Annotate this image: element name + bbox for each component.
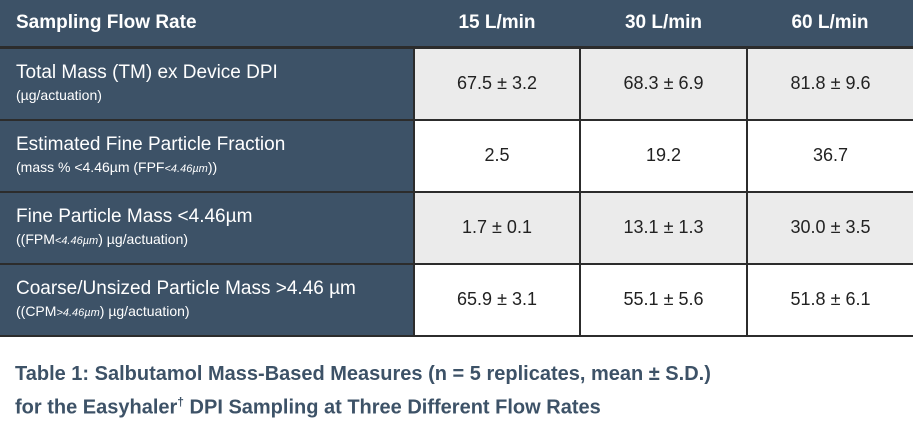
row-subtitle-start: (mass % <4.46µm (FPF — [16, 158, 165, 175]
value-cell: 30.0 ± 3.5 — [746, 191, 913, 265]
value-cell: 65.9 ± 3.1 — [413, 263, 580, 337]
table-row: Estimated Fine Particle Fraction (mass %… — [0, 119, 913, 193]
value-cell: 36.7 — [746, 119, 913, 193]
row-label: Coarse/Unsized Particle Mass >4.46 µm ((… — [0, 263, 414, 337]
row-subtitle-end: ) µg/actuation) — [98, 230, 189, 247]
header-row: Sampling Flow Rate 15 L/min 30 L/min 60 … — [0, 0, 913, 49]
table-row: Total Mass (TM) ex Device DPI (µg/actuat… — [0, 47, 913, 121]
row-title: Fine Particle Mass <4.46µm — [16, 205, 253, 227]
row-subtitle-start: ((FPM — [16, 230, 55, 247]
dagger-mark: † — [177, 395, 184, 409]
row-label: Total Mass (TM) ex Device DPI (µg/actuat… — [0, 47, 414, 121]
results-table: Sampling Flow Rate 15 L/min 30 L/min 60 … — [0, 0, 913, 337]
header-label: Sampling Flow Rate — [0, 0, 414, 49]
row-subtitle-end: ) µg/actuation) — [99, 302, 190, 319]
table-row: Fine Particle Mass <4.46µm ((FPM<4.46µm)… — [0, 191, 913, 265]
value-cell: 67.5 ± 3.2 — [413, 47, 580, 121]
value-cell: 13.1 ± 1.3 — [579, 191, 747, 265]
header-30-lpm: 30 L/min — [580, 0, 747, 49]
row-subtitle: ((FPM<4.46µm) µg/actuation) — [16, 229, 413, 251]
row-subtitle-subscript: >4.46µm — [56, 306, 100, 319]
row-subtitle-subscript: <4.46µm — [164, 162, 208, 175]
caption-line-2-start: for the Easyhaler — [15, 396, 178, 419]
row-label: Fine Particle Mass <4.46µm ((FPM<4.46µm)… — [0, 191, 414, 265]
row-label: Estimated Fine Particle Fraction (mass %… — [0, 119, 414, 193]
table-row: Coarse/Unsized Particle Mass >4.46 µm ((… — [0, 263, 913, 337]
row-subtitle: (µg/actuation) — [16, 85, 413, 107]
row-subtitle-start: ((CPM — [16, 302, 57, 319]
row-subtitle-start: (µg/actuation) — [16, 86, 102, 103]
header-60-lpm: 60 L/min — [747, 0, 913, 49]
value-cell: 51.8 ± 6.1 — [746, 263, 913, 337]
row-subtitle: ((CPM>4.46µm) µg/actuation) — [16, 301, 413, 323]
row-subtitle-end: )) — [207, 158, 218, 175]
caption-line-2-end: DPI Sampling at Three Different Flow Rat… — [183, 396, 601, 419]
value-cell: 81.8 ± 9.6 — [746, 47, 913, 121]
table-caption: Table 1: Salbutamol Mass-Based Measures … — [15, 360, 711, 422]
value-cell: 2.5 — [413, 119, 580, 193]
row-title: Estimated Fine Particle Fraction — [16, 133, 286, 155]
value-cell: 68.3 ± 6.9 — [579, 47, 747, 121]
row-subtitle-subscript: <4.46µm — [54, 234, 99, 247]
header-15-lpm: 15 L/min — [414, 0, 580, 49]
value-cell: 19.2 — [579, 119, 747, 193]
value-cell: 1.7 ± 0.1 — [413, 191, 580, 265]
caption-line-1: Table 1: Salbutamol Mass-Based Measures … — [15, 363, 711, 385]
row-subtitle: (mass % <4.46µm (FPF<4.46µm)) — [16, 157, 413, 179]
row-title: Coarse/Unsized Particle Mass >4.46 µm — [16, 277, 356, 299]
value-cell: 55.1 ± 5.6 — [579, 263, 747, 337]
row-title: Total Mass (TM) ex Device DPI — [16, 61, 278, 83]
caption-line-2: for the Easyhaler† DPI Sampling at Three… — [15, 388, 711, 422]
